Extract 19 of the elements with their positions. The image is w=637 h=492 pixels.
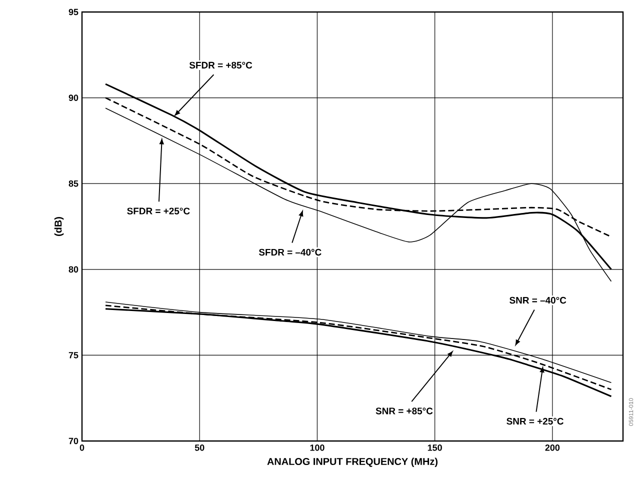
x-tick-label: 0	[80, 444, 84, 451]
x-tick-label: 50	[194, 444, 204, 451]
annotation: SFDR = +25°C	[127, 208, 190, 214]
x-axis-title: ANALOG INPUT FREQUENCY (MHz)	[267, 458, 438, 467]
annotation: SNR = –40°C	[510, 296, 566, 304]
x-tick-label: 100	[310, 444, 324, 451]
annotation: SFDR = +85°C	[189, 62, 252, 69]
y-tick-label: 70	[68, 438, 78, 444]
annotation: SNR = +85°C	[376, 408, 433, 414]
annotation: SNR = +25°C	[506, 418, 564, 425]
y-tick-label: 80	[68, 266, 78, 273]
y-tick-label: 90	[68, 94, 78, 101]
y-tick-label: 75	[68, 352, 78, 358]
y-axis-title: (dB)	[54, 217, 64, 236]
y-tick-label: 85	[68, 180, 78, 187]
x-tick-label: 150	[428, 444, 442, 451]
y-tick-label: 95	[68, 8, 78, 16]
annotation: SFDR = –40°C	[258, 248, 322, 256]
x-tick-label: 200	[545, 444, 560, 451]
